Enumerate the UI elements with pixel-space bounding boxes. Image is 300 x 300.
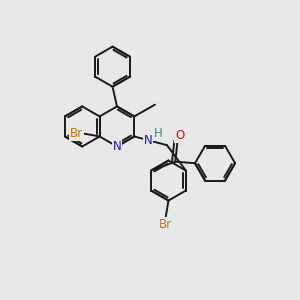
Text: Br: Br bbox=[159, 218, 172, 231]
Text: Br: Br bbox=[70, 127, 83, 140]
Text: N: N bbox=[144, 134, 152, 147]
Text: N: N bbox=[112, 140, 121, 153]
Text: O: O bbox=[176, 129, 184, 142]
Text: H: H bbox=[154, 127, 163, 140]
